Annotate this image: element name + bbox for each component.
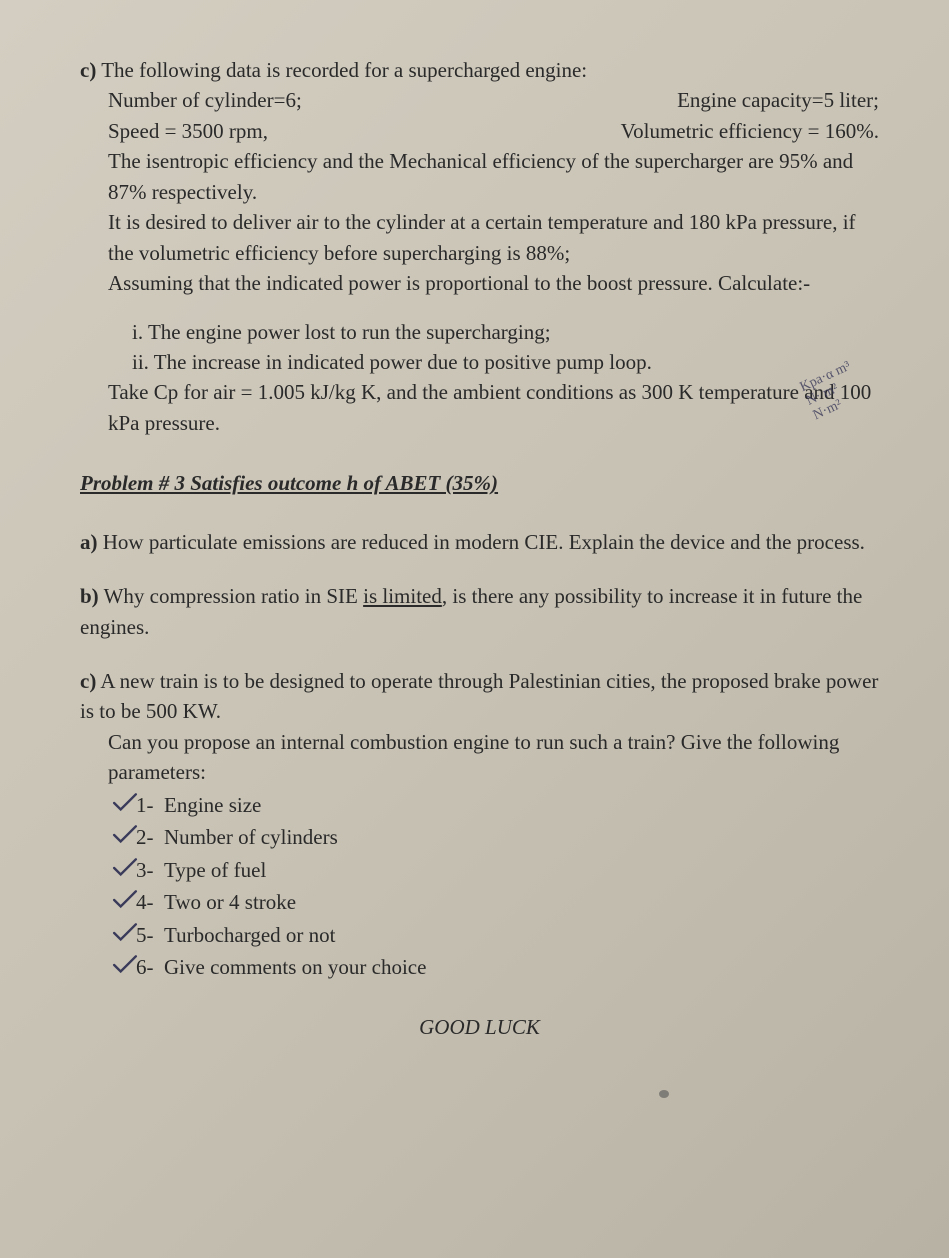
part-a-text: How particulate emissions are reduced in… bbox=[103, 530, 865, 554]
param-text: Type of fuel bbox=[164, 855, 266, 885]
item-ii: ii. The increase in indicated power due … bbox=[132, 347, 879, 377]
data-row-1: Number of cylinder=6; Engine capacity=5 … bbox=[108, 85, 879, 115]
param-number: 2- bbox=[136, 822, 164, 852]
part-b-underlined: is limited bbox=[363, 584, 442, 608]
checkmark-icon bbox=[112, 824, 138, 854]
part-b-label: b) bbox=[80, 584, 99, 608]
part-b-pre: Why compression ratio in SIE bbox=[104, 584, 364, 608]
engine-capacity: Engine capacity=5 liter; bbox=[657, 85, 879, 115]
part-c-intro-line: c) The following data is recorded for a … bbox=[80, 55, 879, 85]
item-i: i. The engine power lost to run the supe… bbox=[132, 317, 879, 347]
part-c3-text1: A new train is to be designed to operate… bbox=[80, 669, 878, 723]
speed: Speed = 3500 rpm, bbox=[108, 116, 601, 146]
part-c-intro: The following data is recorded for a sup… bbox=[101, 58, 587, 82]
part-c3-label: c) bbox=[80, 669, 96, 693]
param-text: Two or 4 stroke bbox=[164, 887, 296, 917]
param-number: 1- bbox=[136, 790, 164, 820]
take-cp-line: Take Cp for air = 1.005 kJ/kg K, and the… bbox=[108, 377, 879, 438]
param-text: Give comments on your choice bbox=[164, 952, 426, 982]
num-cylinders: Number of cylinder=6; bbox=[108, 85, 657, 115]
param-number: 5- bbox=[136, 920, 164, 950]
param-row-3: 3-Type of fuel bbox=[136, 855, 879, 885]
calc-items: i. The engine power lost to run the supe… bbox=[132, 317, 879, 378]
param-row-1: 1-Engine size bbox=[136, 790, 879, 820]
part-c3-line1: c) A new train is to be designed to oper… bbox=[80, 666, 879, 727]
checkmark-icon bbox=[112, 792, 138, 822]
part-c-body: Number of cylinder=6; Engine capacity=5 … bbox=[108, 85, 879, 298]
param-text: Engine size bbox=[164, 790, 261, 820]
checkmark-icon bbox=[112, 857, 138, 887]
param-number: 4- bbox=[136, 887, 164, 917]
smudge-mark bbox=[659, 1090, 669, 1098]
param-number: 6- bbox=[136, 952, 164, 982]
param-row-5: 5-Turbocharged or not bbox=[136, 920, 879, 950]
assumption-line: Assuming that the indicated power is pro… bbox=[108, 268, 879, 298]
delivery-line: It is desired to deliver air to the cyli… bbox=[108, 207, 879, 268]
param-row-4: 4-Two or 4 stroke bbox=[136, 887, 879, 917]
param-text: Number of cylinders bbox=[164, 822, 338, 852]
problem3-part-a: a) How particulate emissions are reduced… bbox=[80, 527, 879, 557]
problem3-heading: Problem # 3 Satisfies outcome h of ABET … bbox=[80, 468, 879, 498]
exam-page: c) The following data is recorded for a … bbox=[0, 0, 949, 1083]
param-row-2: 2-Number of cylinders bbox=[136, 822, 879, 852]
problem2-part-c: c) The following data is recorded for a … bbox=[80, 55, 879, 438]
problem3-part-c: c) A new train is to be designed to oper… bbox=[80, 666, 879, 982]
checkmark-icon bbox=[112, 922, 138, 952]
parameter-list: 1-Engine size2-Number of cylinders3-Type… bbox=[136, 790, 879, 983]
part-c3-text2: Can you propose an internal combustion e… bbox=[108, 727, 879, 788]
param-number: 3- bbox=[136, 855, 164, 885]
good-luck-footer: GOOD LUCK bbox=[80, 1012, 879, 1042]
part-c-label: c) bbox=[80, 58, 96, 82]
part-a-label: a) bbox=[80, 530, 98, 554]
checkmark-icon bbox=[112, 889, 138, 919]
problem3-part-b: b) Why compression ratio in SIE is limit… bbox=[80, 581, 879, 642]
data-row-2: Speed = 3500 rpm, Volumetric efficiency … bbox=[108, 116, 879, 146]
param-text: Turbocharged or not bbox=[164, 920, 336, 950]
param-row-6: 6-Give comments on your choice bbox=[136, 952, 879, 982]
checkmark-icon bbox=[112, 954, 138, 984]
volumetric-eff: Volumetric efficiency = 160%. bbox=[601, 116, 879, 146]
efficiency-line: The isentropic efficiency and the Mechan… bbox=[108, 146, 879, 207]
